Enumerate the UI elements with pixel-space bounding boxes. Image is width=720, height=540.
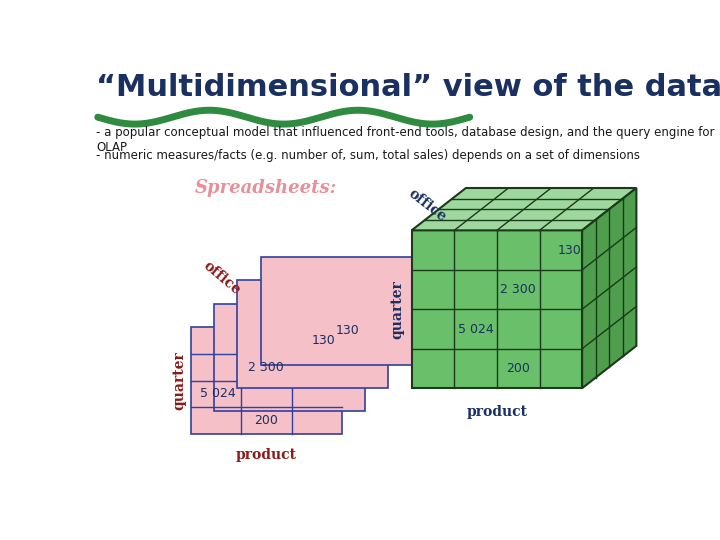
Bar [261,257,412,365]
Text: office: office [200,259,243,298]
Bar [412,231,582,388]
Text: quarter: quarter [391,280,405,339]
Text: 200: 200 [254,414,278,428]
Polygon shape [582,188,636,388]
Text: 130: 130 [336,324,359,337]
Text: A data cube:: A data cube: [454,200,580,218]
Bar [238,280,388,388]
Bar [214,303,365,411]
Text: product: product [467,405,527,419]
Text: “Multidimensional” view of the data: “Multidimensional” view of the data [96,72,720,102]
Text: 130: 130 [312,334,336,347]
Text: 200: 200 [506,362,530,375]
Text: 130: 130 [557,244,581,256]
Text: product: product [236,448,297,462]
Text: - a popular conceptual model that influenced front-end tools, database design, a: - a popular conceptual model that influe… [96,126,715,154]
Text: Spreadsheets:: Spreadsheets: [194,179,337,197]
Polygon shape [412,188,636,231]
Text: 5 024: 5 024 [200,388,236,401]
Text: 5 024: 5 024 [458,322,493,335]
Text: quarter: quarter [172,351,186,410]
Text: 2 300: 2 300 [248,361,284,374]
Text: 2 300: 2 300 [500,283,536,296]
Text: office: office [405,186,449,224]
Bar [191,327,342,434]
Text: - numeric measures/facts (e.g. number of, sum, total sales) depends on a set of : - numeric measures/facts (e.g. number of… [96,150,640,163]
